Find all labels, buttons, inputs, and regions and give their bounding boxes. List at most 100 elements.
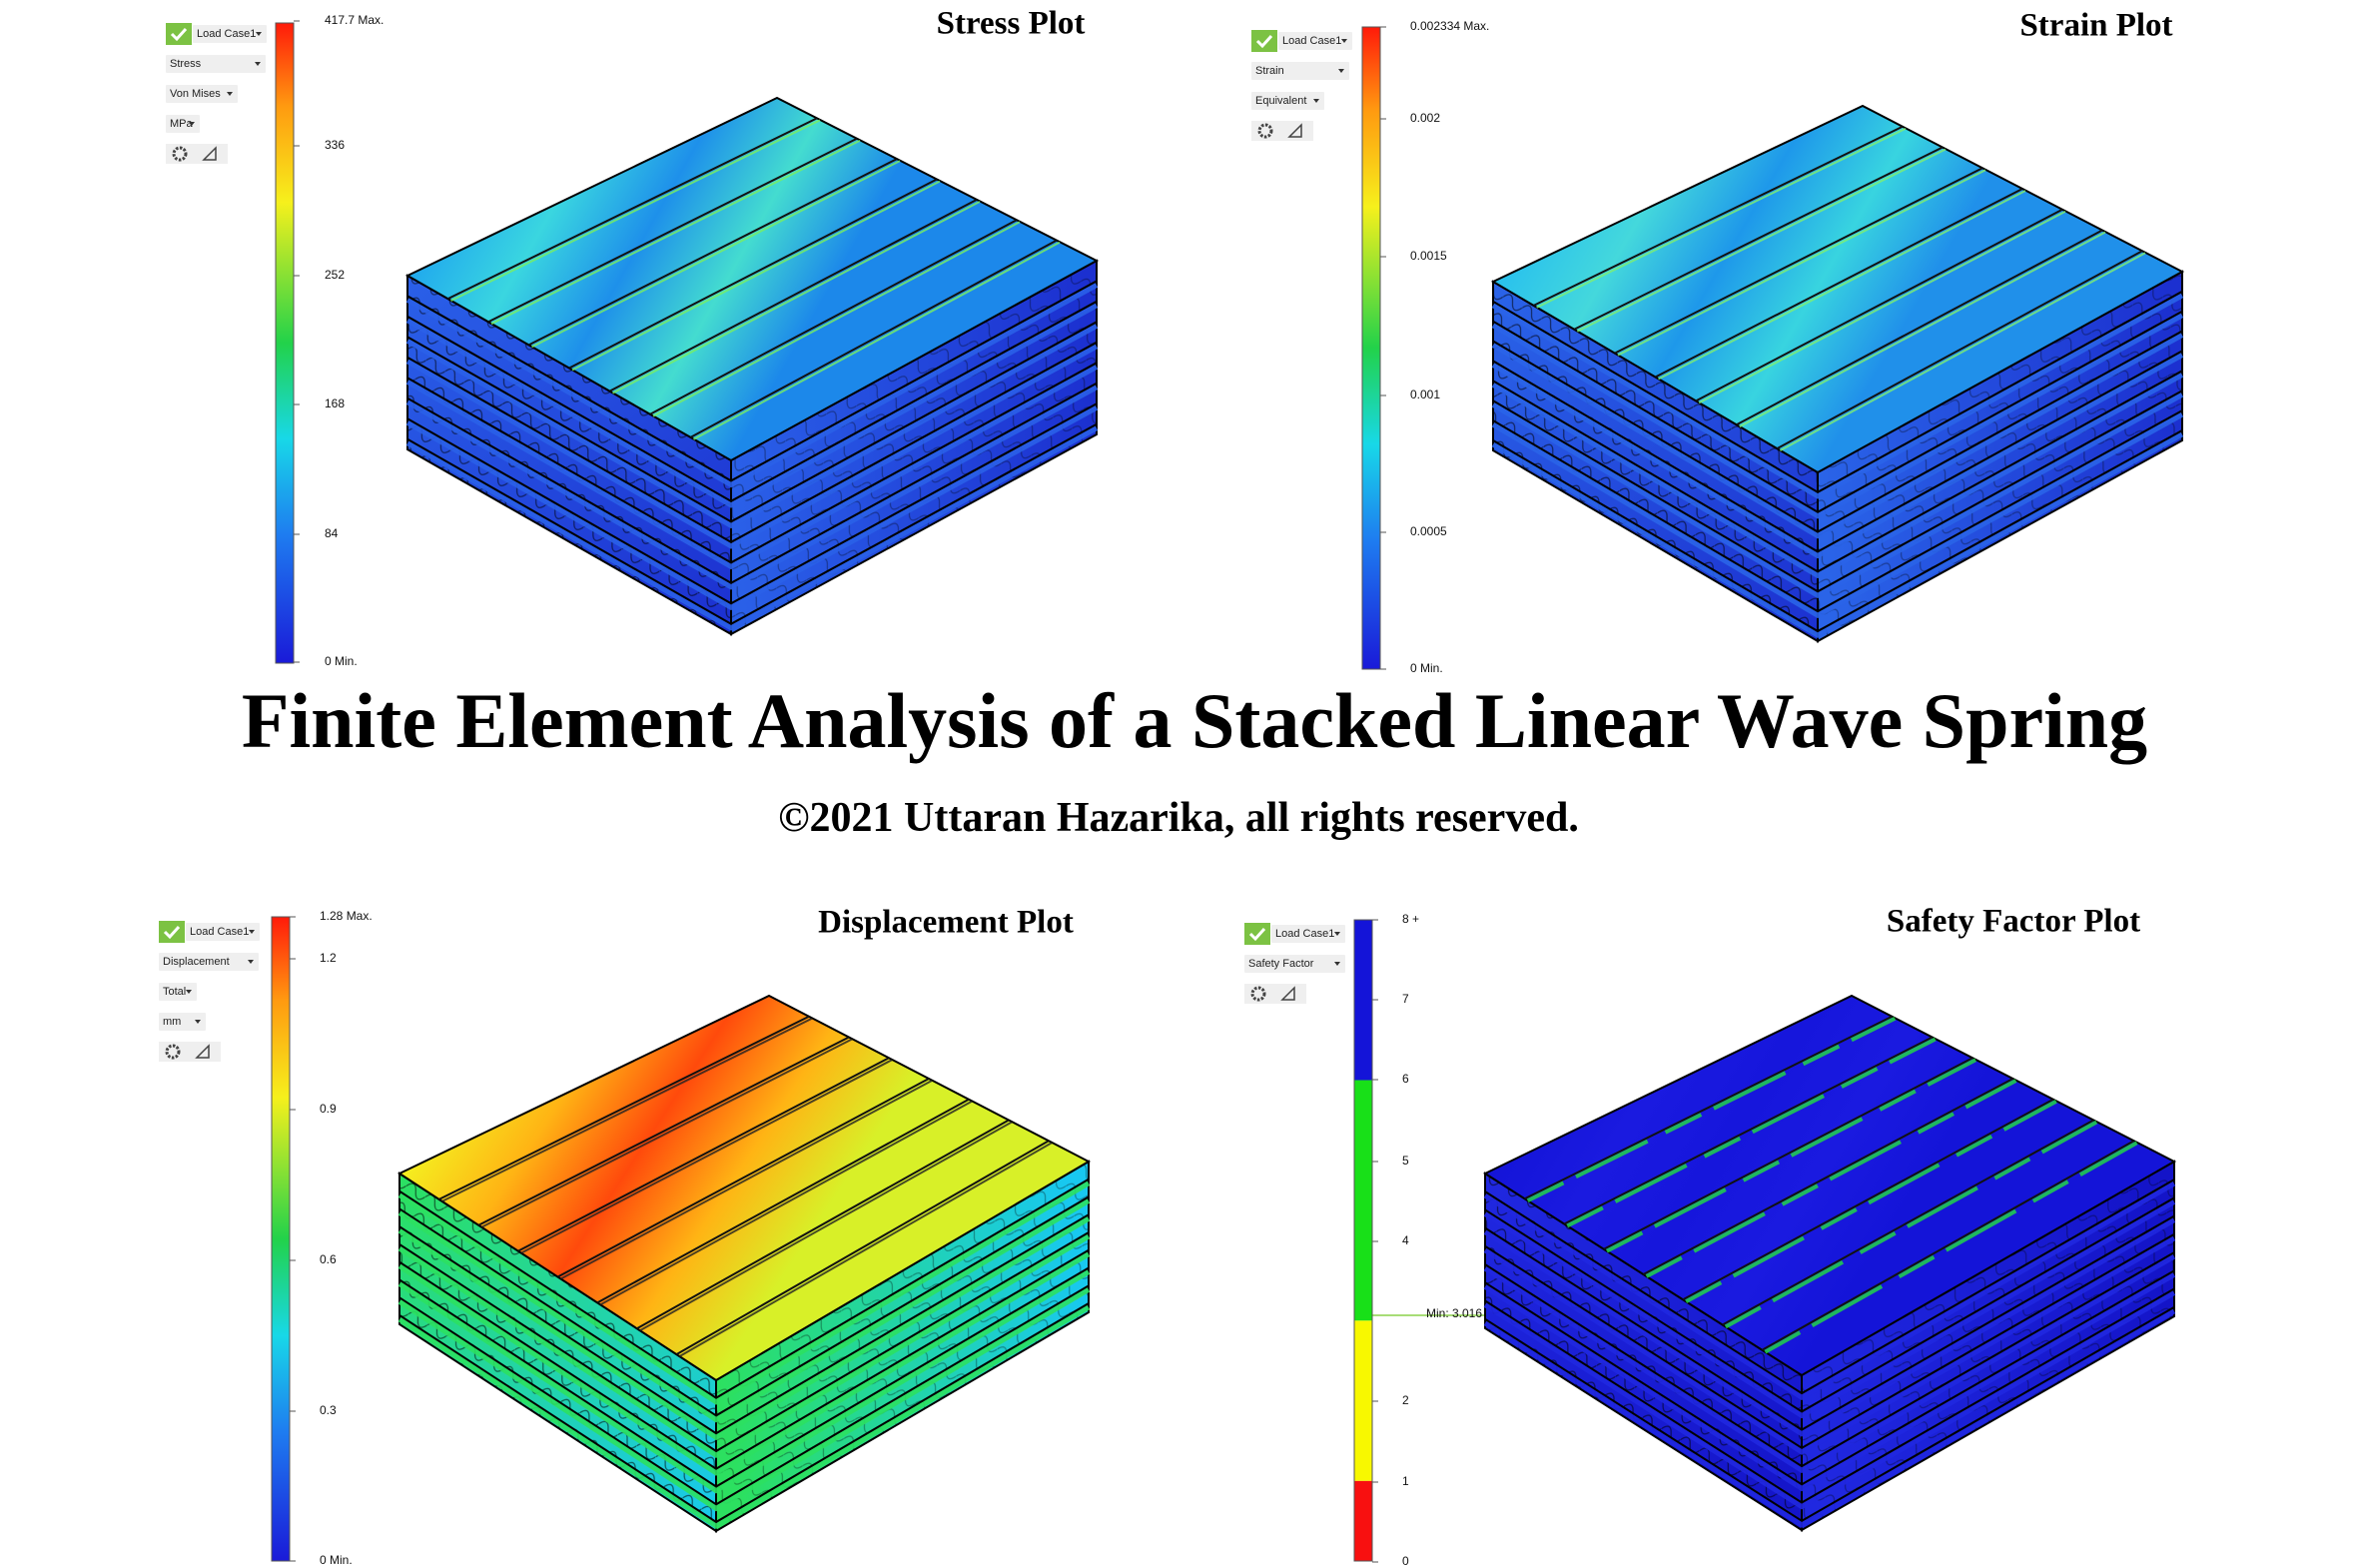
spring-ridge-highlight (693, 241, 1061, 440)
load-case-check[interactable] (159, 921, 185, 943)
spring-layer-edge (406, 382, 1098, 585)
dropdown[interactable] (166, 115, 200, 133)
legend-label: 0 Min. (320, 1553, 353, 1567)
spring-ridge (675, 1140, 1050, 1355)
spring-layer-edge (406, 362, 1098, 564)
spring-layer-edge (1484, 1287, 2175, 1504)
dropdown-label: Load Case1 (1275, 928, 1334, 940)
dropdown[interactable] (193, 25, 267, 43)
spring-ridge (690, 239, 1058, 438)
dropdown[interactable] (186, 923, 260, 941)
spring-ridge (528, 158, 898, 347)
legend-label: 0.001 (1410, 388, 1440, 401)
spring-ridge (447, 117, 818, 301)
spring-top-face (396, 994, 1092, 1382)
spring-layer-plate (405, 425, 1099, 631)
check-mark (170, 27, 188, 42)
result-controls: Load Case1 Safety Factor (1244, 923, 1345, 1004)
dropdown[interactable] (1251, 62, 1349, 80)
spring-layer-edge (406, 402, 1098, 605)
spring-ridge-highlight (1536, 127, 1907, 309)
spring-model (1490, 104, 2185, 643)
dropdown-label: Strain (1255, 65, 1284, 77)
spring-layer-plate (397, 1216, 1091, 1441)
probe-icon[interactable] (1287, 123, 1302, 138)
spring-layer-plate (405, 344, 1099, 549)
spring-ridge-highlight (1617, 169, 1986, 357)
spring-layer-edge (398, 1266, 1090, 1488)
spring-ridge-highlight (1566, 1037, 1937, 1228)
legend-label: 1.2 (320, 951, 337, 965)
dropdown[interactable] (166, 85, 238, 103)
legend-bar (272, 917, 290, 1561)
legend-bar-frame (271, 916, 291, 1562)
spring-layer-plate (1491, 392, 2184, 599)
check-mark (1248, 927, 1266, 942)
spring-layer-plate (1483, 1254, 2176, 1474)
spring-ridge (596, 1098, 970, 1304)
dropdown[interactable] (1251, 92, 1324, 110)
result-panel: Safety Factor Plot Load Case1 Safety Facto… (1244, 904, 2177, 1568)
spring-ridge (609, 198, 978, 392)
plot-title: Strain Plot (2019, 8, 2172, 44)
settings-icon[interactable] (172, 146, 188, 162)
legend-label: 0 (1402, 1554, 1409, 1568)
probe-icon[interactable] (202, 146, 217, 161)
legend-bar (276, 23, 294, 663)
spring-model (396, 994, 1092, 1533)
spring-layer-edge (406, 300, 1098, 503)
load-case-check[interactable] (166, 23, 192, 45)
load-case-check[interactable] (1244, 923, 1270, 945)
spring-layer-plate (1483, 1199, 2176, 1419)
spring-layer-plate (397, 1251, 1091, 1476)
settings-icon[interactable] (1250, 986, 1266, 1002)
spring-ridge (1573, 146, 1944, 331)
probe-icon[interactable] (195, 1044, 210, 1059)
spring-layer-plate (397, 1269, 1091, 1494)
spring-layer-edge (406, 321, 1098, 523)
dropdown[interactable] (1278, 32, 1352, 50)
dropdown[interactable] (166, 55, 266, 73)
spring-ridge-highlight (1739, 231, 2106, 428)
spring-layer-edge (1484, 1232, 2175, 1450)
dropdown[interactable] (159, 953, 259, 971)
dropdown-label: MPa (170, 118, 194, 130)
spring-ridge (1533, 125, 1904, 307)
legend-band (1354, 1320, 1372, 1481)
result-controls: Load Case1 Displacement Total mm (159, 921, 260, 1062)
spring-ridge-highlight (1698, 210, 2066, 404)
legend-band (1354, 920, 1372, 1081)
dropdown-label: Load Case1 (190, 926, 249, 938)
spring-model (1482, 994, 2177, 1532)
spring-layer-edge (398, 1195, 1090, 1417)
spring-ridge (1655, 188, 2023, 379)
legend-label: 252 (325, 268, 345, 282)
spring-ridge (1736, 229, 2103, 426)
dropdown[interactable] (159, 1013, 206, 1031)
result-panel: Strain Plot Load Case1 Strain Equivalent 0.0… (1251, 8, 2185, 675)
dropdown-label: Stress (170, 58, 202, 70)
spring-ridge-highlight (1526, 1016, 1897, 1203)
spring-layer-plate (397, 1198, 1091, 1423)
spring-layer-edge (1492, 370, 2183, 573)
dropdown[interactable] (159, 983, 197, 1001)
spring-layer-plate (405, 385, 1099, 590)
spring-ridge-highlight (678, 1142, 1053, 1357)
load-case-check[interactable] (1251, 30, 1277, 52)
spring-ridge (1614, 167, 1983, 355)
spring-ridge (477, 1036, 850, 1226)
spring-ridge-highlight (639, 1121, 1013, 1332)
spring-layer-edge (398, 1213, 1090, 1435)
spring-layer-plate (1491, 293, 2184, 499)
settings-icon[interactable] (1257, 123, 1273, 139)
settings-icon[interactable] (165, 1044, 181, 1060)
dropdown-arrow (248, 960, 254, 964)
spring-layer-edge (1484, 1305, 2175, 1523)
legend-bar-frame (1361, 26, 1381, 670)
dropdown-arrow (1334, 962, 1340, 966)
dropdown[interactable] (1271, 925, 1345, 943)
dropdown[interactable] (1244, 955, 1345, 973)
probe-icon[interactable] (1280, 986, 1295, 1001)
spring-layer-edge (1492, 409, 2183, 613)
spring-layer-plate (1491, 313, 2184, 519)
